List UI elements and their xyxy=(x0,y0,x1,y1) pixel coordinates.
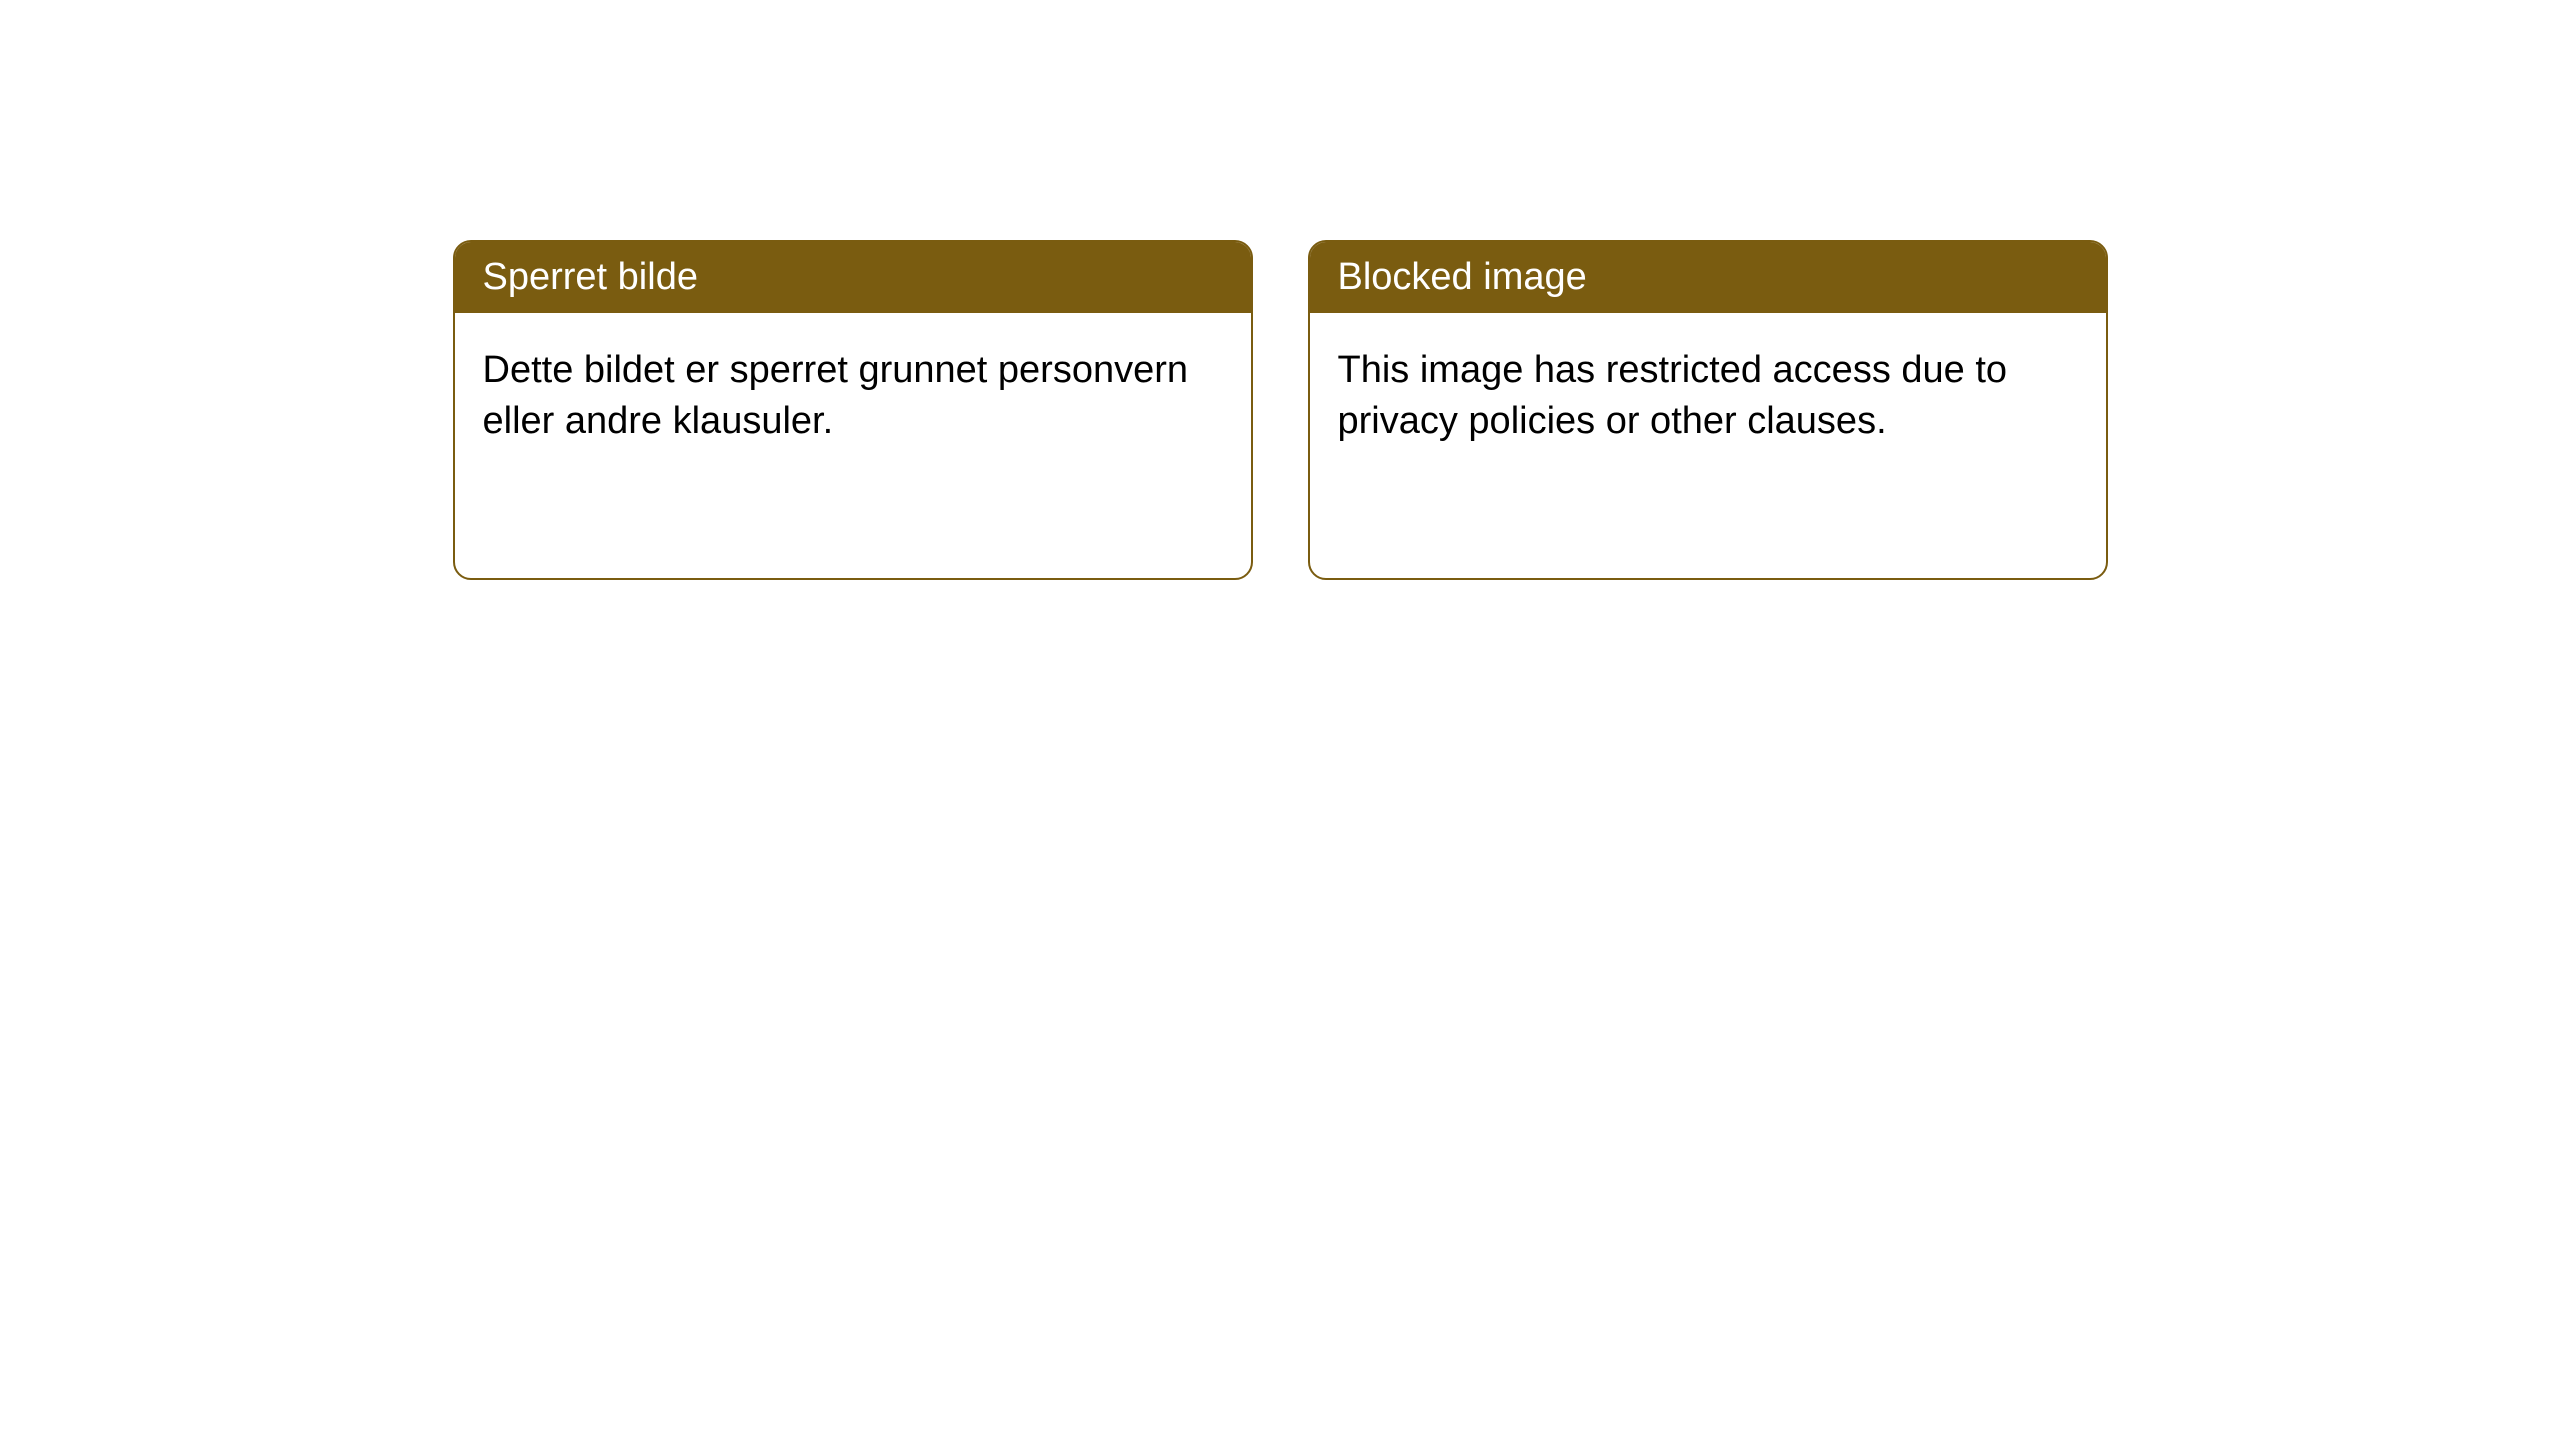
card-header-text: Blocked image xyxy=(1338,256,1587,298)
card-header-text: Sperret bilde xyxy=(483,256,698,298)
card-english: Blocked image This image has restricted … xyxy=(1308,240,2108,580)
card-body-text: Dette bildet er sperret grunnet personve… xyxy=(483,349,1189,442)
card-header: Sperret bilde xyxy=(455,242,1251,313)
card-body-text: This image has restricted access due to … xyxy=(1338,349,2008,442)
card-body: Dette bildet er sperret grunnet personve… xyxy=(455,313,1251,480)
card-norwegian: Sperret bilde Dette bildet er sperret gr… xyxy=(453,240,1253,580)
card-body: This image has restricted access due to … xyxy=(1310,313,2106,480)
cards-container: Sperret bilde Dette bildet er sperret gr… xyxy=(453,240,2108,580)
card-header: Blocked image xyxy=(1310,242,2106,313)
